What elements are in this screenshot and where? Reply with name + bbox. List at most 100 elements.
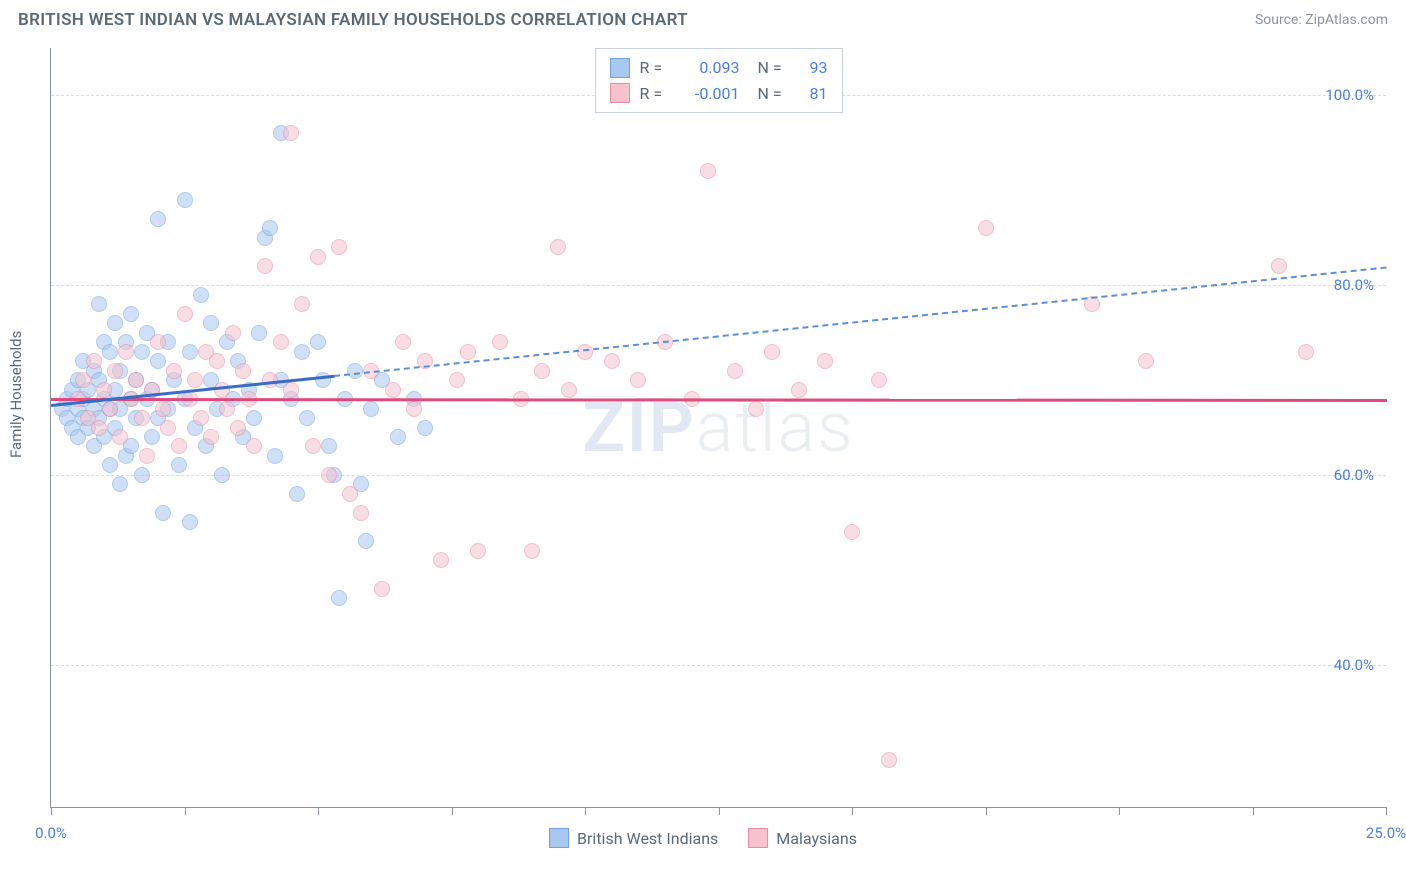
- scatter-point: [390, 429, 406, 445]
- scatter-point: [727, 363, 743, 379]
- scatter-point: [102, 344, 118, 360]
- x-tick: [185, 807, 186, 815]
- scatter-point: [395, 334, 411, 350]
- scatter-point: [102, 457, 118, 473]
- scatter-point: [449, 372, 465, 388]
- scatter-point: [262, 220, 278, 236]
- scatter-point: [112, 429, 128, 445]
- scatter-point: [251, 325, 267, 341]
- scatter-point: [144, 429, 160, 445]
- chart-title: BRITISH WEST INDIAN VS MALAYSIAN FAMILY …: [18, 10, 688, 30]
- legend-item-1: British West Indians: [549, 828, 718, 848]
- scatter-point: [150, 334, 166, 350]
- scatter-point: [112, 476, 128, 492]
- y-tick-label: 80.0%: [1334, 276, 1374, 294]
- legend-swatch-1: [610, 58, 630, 78]
- y-tick-label: 100.0%: [1325, 86, 1374, 104]
- scatter-point: [171, 438, 187, 454]
- scatter-point: [358, 533, 374, 549]
- scatter-point: [1271, 258, 1287, 274]
- scatter-point: [214, 382, 230, 398]
- scatter-point: [91, 420, 107, 436]
- y-axis-label: Family Households: [7, 331, 25, 458]
- scatter-point: [187, 372, 203, 388]
- r-label: R =: [640, 81, 670, 107]
- scatter-point: [550, 239, 566, 255]
- scatter-point: [246, 410, 262, 426]
- r-label: R =: [640, 55, 670, 81]
- scatter-point: [75, 372, 91, 388]
- scatter-point: [363, 401, 379, 417]
- scatter-point: [342, 486, 358, 502]
- x-tick: [51, 807, 52, 815]
- legend-swatch-bottom-2: [748, 828, 768, 848]
- scatter-point: [881, 752, 897, 768]
- r-value-1: 0.093: [680, 55, 740, 81]
- scatter-point: [86, 353, 102, 369]
- scatter-point: [214, 467, 230, 483]
- scatter-point: [177, 306, 193, 322]
- scatter-point: [374, 581, 390, 597]
- scatter-point: [150, 353, 166, 369]
- legend-item-2: Malaysians: [748, 828, 857, 848]
- scatter-point: [299, 410, 315, 426]
- correlation-legend: R = 0.093 N = 93 R = -0.001 N = 81: [595, 48, 843, 113]
- scatter-point: [235, 363, 251, 379]
- scatter-point: [219, 401, 235, 417]
- scatter-point: [139, 448, 155, 464]
- legend-row-1: R = 0.093 N = 93: [610, 55, 828, 81]
- legend-row-2: R = -0.001 N = 81: [610, 81, 828, 107]
- scatter-point: [460, 344, 476, 360]
- scatter-point: [764, 344, 780, 360]
- scatter-point: [230, 420, 246, 436]
- scatter-point: [331, 239, 347, 255]
- scatter-point: [310, 249, 326, 265]
- chart-container: Family Households ZIPatlas R = 0.093 N =…: [0, 38, 1406, 878]
- scatter-point: [871, 372, 887, 388]
- n-value-2: 81: [798, 81, 828, 107]
- scatter-point: [561, 382, 577, 398]
- scatter-point: [246, 438, 262, 454]
- series-legend: British West Indians Malaysians: [549, 828, 857, 848]
- scatter-point: [155, 505, 171, 521]
- scatter-point: [406, 401, 422, 417]
- scatter-point: [283, 382, 299, 398]
- r-value-2: -0.001: [680, 81, 740, 107]
- scatter-point: [978, 220, 994, 236]
- scatter-point: [155, 401, 171, 417]
- x-tick: [852, 807, 853, 815]
- scatter-point: [321, 467, 337, 483]
- scatter-point: [203, 429, 219, 445]
- scatter-point: [267, 448, 283, 464]
- x-tick: [452, 807, 453, 815]
- scatter-point: [118, 344, 134, 360]
- scatter-point: [96, 382, 112, 398]
- scatter-point: [225, 325, 241, 341]
- scatter-point: [630, 372, 646, 388]
- scatter-point: [1298, 344, 1314, 360]
- scatter-point: [700, 163, 716, 179]
- scatter-point: [171, 457, 187, 473]
- scatter-point: [604, 353, 620, 369]
- scatter-point: [331, 590, 347, 606]
- x-tick: [318, 807, 319, 815]
- scatter-point: [492, 334, 508, 350]
- scatter-point: [289, 486, 305, 502]
- scatter-point: [257, 258, 273, 274]
- legend-swatch-bottom-1: [549, 828, 569, 848]
- scatter-point: [193, 287, 209, 303]
- scatter-point: [433, 552, 449, 568]
- scatter-point: [134, 344, 150, 360]
- scatter-point: [283, 125, 299, 141]
- scatter-point: [817, 353, 833, 369]
- gridline: [51, 285, 1386, 286]
- n-label: N =: [758, 81, 788, 107]
- scatter-point: [844, 524, 860, 540]
- scatter-point: [209, 353, 225, 369]
- x-tick: [585, 807, 586, 815]
- scatter-point: [347, 363, 363, 379]
- scatter-point: [193, 410, 209, 426]
- plot-area: ZIPatlas R = 0.093 N = 93 R = -0.001 N =…: [50, 48, 1386, 808]
- gridline: [51, 475, 1386, 476]
- scatter-point: [166, 363, 182, 379]
